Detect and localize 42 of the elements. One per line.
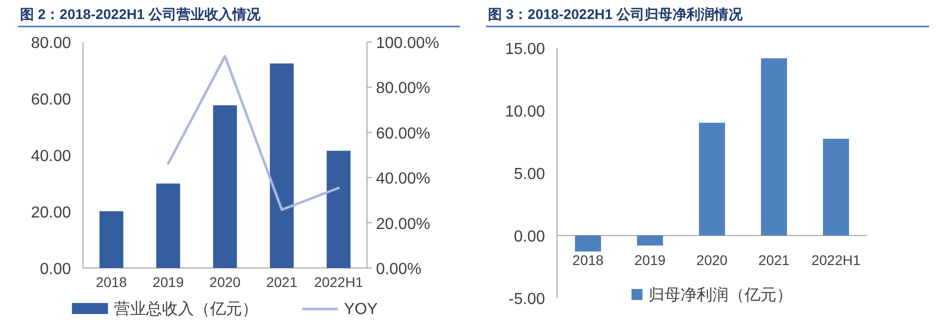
chart-title: 图 2：2018-2022H1 公司营业收入情况: [20, 6, 262, 22]
y-tick-label: -5.00: [508, 291, 546, 308]
legend-label: 归母净利润（亿元）: [648, 286, 792, 304]
y-tick-label: 80.00: [30, 35, 72, 52]
y2-tick-label: 60.00%: [376, 125, 430, 142]
x-tick-label: 2019: [634, 252, 666, 268]
x-tick-label: 2020: [209, 274, 241, 290]
y2-tick-label: 100.00%: [376, 35, 440, 52]
y-tick-label: 60.00: [30, 92, 72, 108]
bar: [574, 236, 602, 252]
bar: [270, 63, 294, 268]
x-tick-label: 2020: [696, 252, 728, 268]
y-tick-label: 15.00: [504, 41, 546, 58]
y2-tick-label: 80.00%: [376, 80, 430, 98]
bar: [822, 138, 850, 236]
bar: [213, 105, 237, 268]
y2-tick-label: 20.00%: [376, 216, 430, 233]
legend-label: YOY: [344, 301, 378, 318]
y2-tick-label: 40.00%: [376, 170, 430, 188]
y-tick-label: 20.00: [30, 204, 72, 222]
x-tick-label: 2022H1: [314, 274, 364, 290]
y-tick-label: 0.00: [40, 261, 72, 278]
line-series: [166, 54, 340, 211]
chart-title: 图 3：2018-2022H1 公司归母净利润情况: [488, 6, 744, 22]
bar: [760, 58, 788, 236]
x-tick-label: 2021: [266, 274, 298, 290]
y-tick-label: 5.00: [514, 166, 546, 183]
x-tick-label: 2022H1: [811, 252, 861, 268]
x-tick-label: 2021: [758, 252, 790, 268]
bar: [326, 150, 351, 268]
bar: [156, 184, 180, 268]
x-tick-label: 2018: [572, 252, 604, 268]
y-tick-label: 0.00: [514, 228, 546, 246]
y-tick-label: 40.00: [30, 148, 72, 165]
x-tick-label: 2019: [152, 274, 184, 290]
y-tick-label: 10.00: [504, 104, 546, 120]
x-tick-label: 2018: [96, 274, 128, 290]
bar: [636, 236, 664, 246]
y2-tick-label: 0.00%: [376, 261, 422, 278]
legend-label: 营业总收入（亿元）: [114, 300, 258, 318]
bar: [698, 122, 726, 236]
bar: [99, 211, 124, 268]
